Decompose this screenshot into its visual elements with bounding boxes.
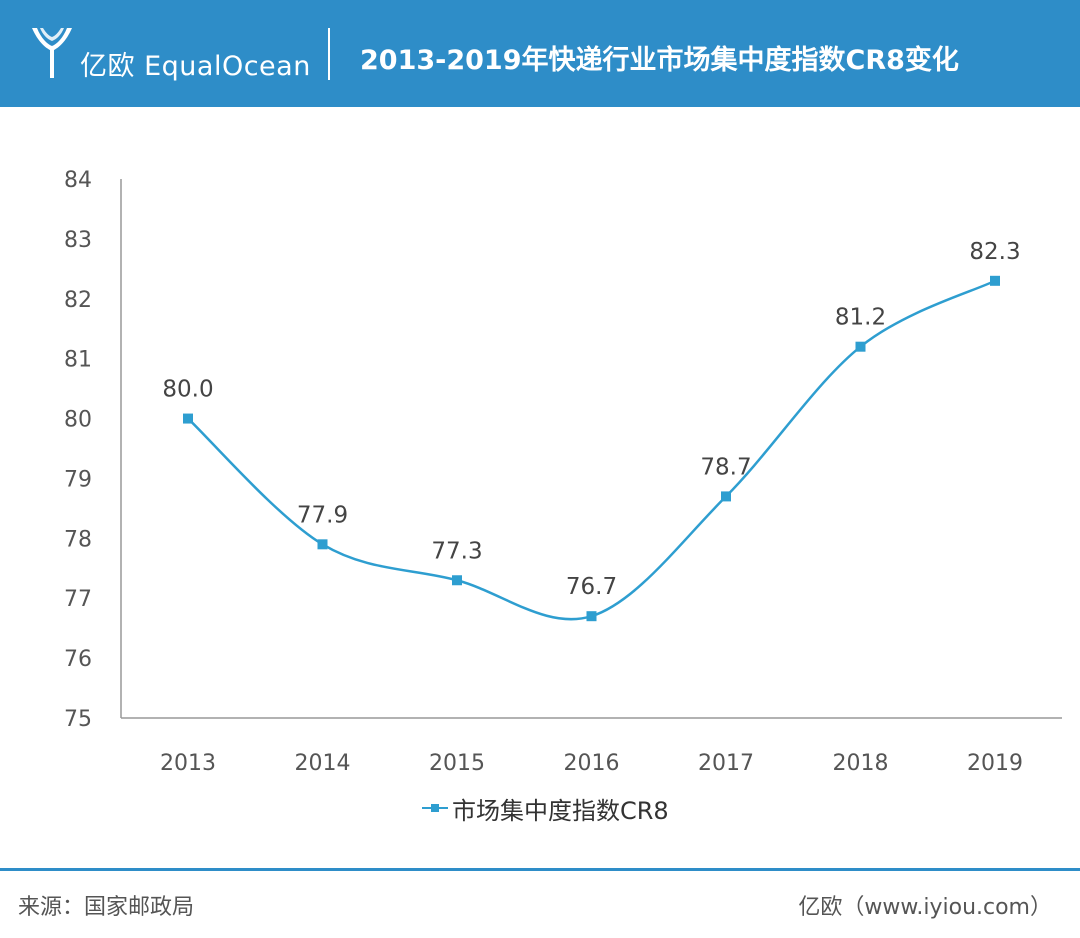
header-divider (328, 28, 330, 80)
y-tick-label: 80 (64, 408, 92, 433)
series-line-cr8 (187, 279, 996, 621)
data-label: 81.2 (835, 305, 886, 331)
data-point (183, 413, 193, 424)
data-labels: 80.0 77.9 77.3 76.7 78.7 81.2 82.3 (162, 239, 1020, 600)
legend-swatch-icon (422, 798, 448, 818)
y-tick-labels: 75 76 77 78 79 80 81 82 83 84 (64, 168, 92, 732)
data-label: 82.3 (969, 239, 1020, 265)
data-label: 77.9 (297, 502, 348, 528)
y-tick-label: 79 (64, 467, 92, 492)
x-tick-label: 2013 (160, 751, 216, 776)
footer-source: 来源：国家邮政局 (18, 895, 195, 920)
legend: 市场集中度指数CR8 (422, 790, 669, 826)
y-tick-label: 78 (64, 527, 92, 552)
data-point (990, 275, 1000, 286)
data-label: 76.7 (566, 574, 617, 600)
x-tick-label: 2018 (833, 751, 889, 776)
chart-axes (120, 179, 1062, 719)
data-point (586, 611, 597, 622)
y-tick-label: 76 (64, 647, 92, 672)
data-point (855, 341, 866, 352)
x-tick-label: 2019 (967, 751, 1023, 776)
data-point (452, 575, 462, 586)
brand-name: 亿欧 EqualOcean (80, 51, 311, 82)
legend-label: 市场集中度指数CR8 (452, 796, 669, 825)
x-tick-label: 2015 (429, 751, 485, 776)
header-banner: 亿欧 EqualOcean 2013-2019年快递行业市场集中度指数CR8变化 (0, 0, 1080, 107)
data-point (721, 491, 731, 502)
page-title: 2013-2019年快递行业市场集中度指数CR8变化 (360, 45, 959, 76)
footer-credit: 亿欧（www.iyiou.com） (798, 895, 1052, 920)
x-tick-labels: 2013 2014 2015 2016 2017 2018 2019 (160, 751, 1023, 776)
data-label: 78.7 (700, 454, 751, 480)
y-tick-label: 83 (64, 228, 92, 253)
data-label: 77.3 (431, 538, 482, 564)
y-tick-label: 81 (64, 348, 92, 373)
data-points (183, 275, 1000, 622)
data-label: 80.0 (162, 377, 213, 403)
equalocean-logo-icon (32, 28, 72, 78)
y-tick-label: 82 (64, 288, 92, 313)
y-tick-label: 75 (64, 707, 92, 732)
x-tick-label: 2016 (564, 751, 620, 776)
footer-divider (0, 868, 1080, 871)
y-tick-label: 84 (64, 168, 92, 193)
x-tick-label: 2014 (295, 751, 351, 776)
x-tick-label: 2017 (698, 751, 754, 776)
y-tick-label: 77 (64, 587, 92, 612)
data-point (317, 539, 328, 550)
